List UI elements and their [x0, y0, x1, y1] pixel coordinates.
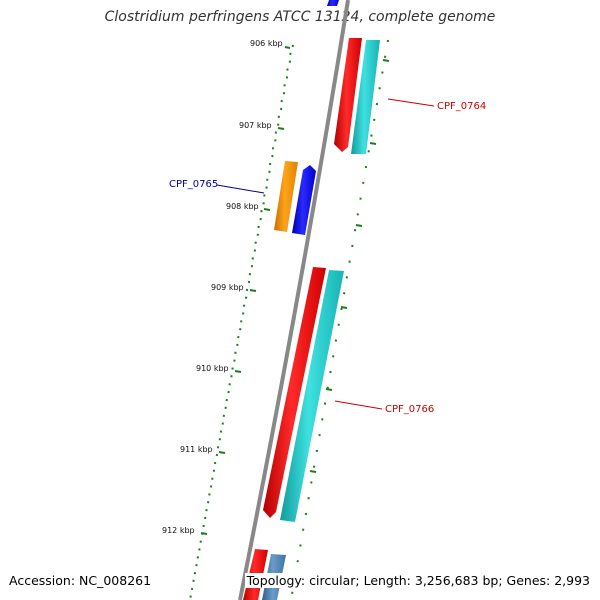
callout-line-cpf-0766: [334, 400, 383, 410]
major-tick: [249, 289, 257, 292]
inner-major-tick: [382, 59, 390, 62]
tick-label: 910 kbp: [196, 364, 229, 373]
major-tick: [218, 451, 226, 454]
map-title: Clostridium perfringens ATCC 13124, comp…: [104, 9, 496, 25]
accession-text: Accession: NC_008261: [7, 573, 154, 588]
callout-line-cpf-0764: [387, 98, 435, 107]
callout-line-cpf-0765: [216, 184, 265, 194]
inner-major-tick: [325, 388, 333, 391]
inner-major-tick: [355, 224, 363, 227]
inner-major-tick: [369, 142, 377, 145]
tick-label: 912 kbp: [162, 526, 195, 535]
gene-label-cpf-0764[interactable]: CPF_0764: [437, 101, 486, 112]
inner-major-tick: [309, 470, 317, 473]
major-tick: [234, 370, 242, 373]
gene-cpf-0766-cds[interactable]: [263, 267, 326, 518]
outer-ruler: [189, 44, 294, 600]
tick-label: 907 kbp: [239, 121, 272, 130]
inner-ruler: [290, 39, 390, 600]
tick-label: 909 kbp: [211, 283, 244, 292]
gene-cpf-0764-rna[interactable]: [351, 40, 380, 154]
inner-major-tick: [340, 306, 348, 309]
tick-label: 911 kbp: [180, 445, 213, 454]
major-tick: [277, 127, 285, 130]
tick-label: 906 kbp: [250, 39, 283, 48]
genome-summary-text: Topology: circular; Length: 3,256,683 bp…: [244, 573, 592, 588]
gene-cpf-0765-orange[interactable]: [274, 161, 298, 232]
ruler-labels: 906 kbp 907 kbp 908 kbp 909 kbp 910 kbp …: [162, 39, 283, 535]
tick-label: 908 kbp: [226, 202, 259, 211]
major-tick: [200, 532, 208, 535]
gene-cpf-0766-rna[interactable]: [280, 270, 344, 522]
gene-cpf-0764-cds[interactable]: [334, 38, 362, 152]
gene-feature-top[interactable]: [327, 0, 339, 6]
gene-label-cpf-0766[interactable]: CPF_0766: [385, 404, 434, 415]
gene-label-cpf-0765[interactable]: CPF_0765: [169, 179, 218, 190]
major-tick: [284, 46, 291, 49]
major-tick: [263, 208, 271, 211]
genome-backbone: [238, 0, 350, 600]
gene-cpf-0765-cds[interactable]: [292, 165, 316, 235]
